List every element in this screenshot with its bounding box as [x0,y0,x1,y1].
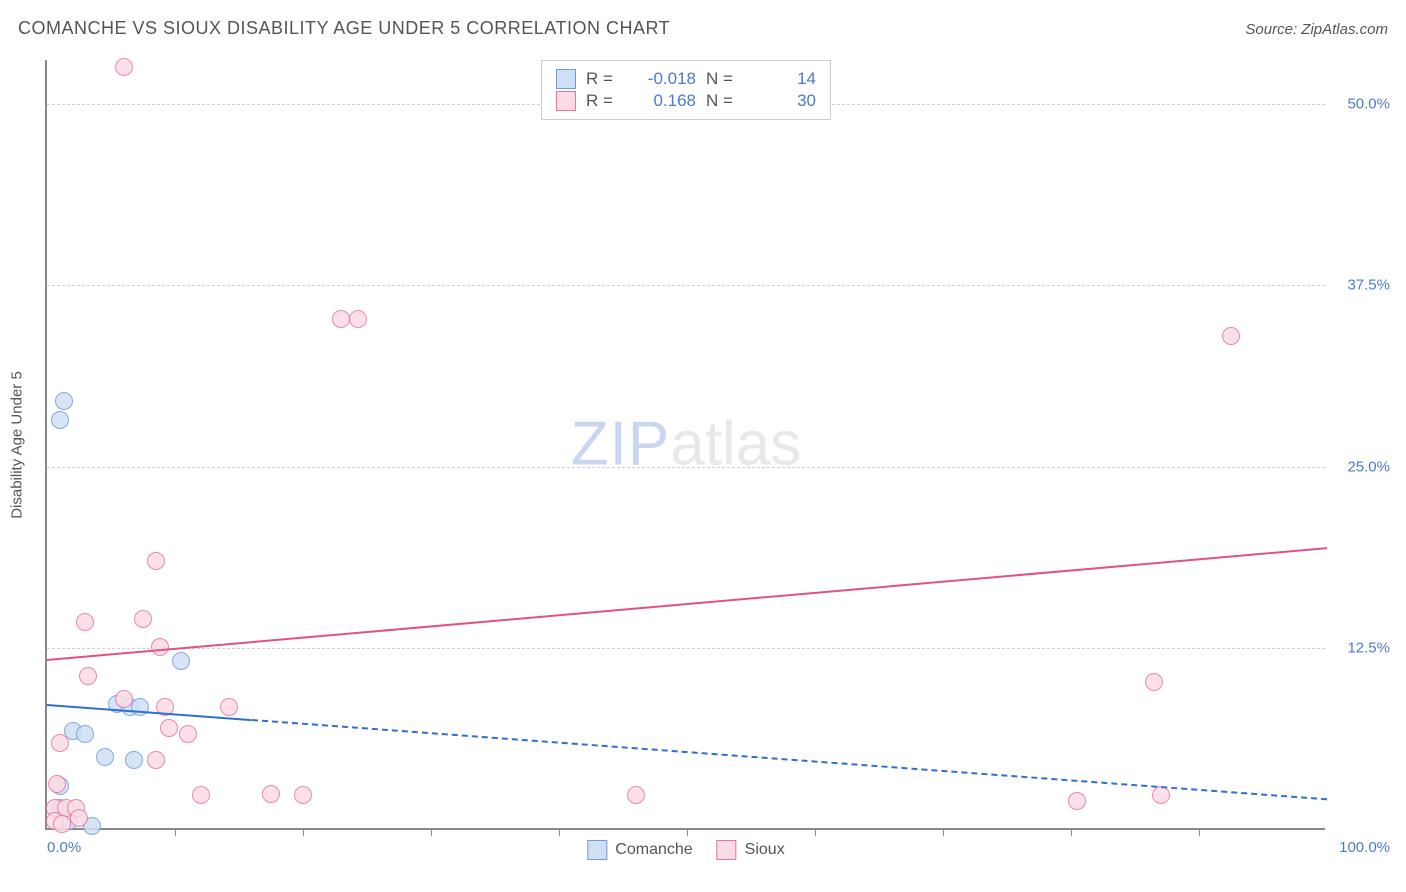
y-tick-label: 50.0% [1347,95,1390,112]
x-tick-mark [1071,828,1072,836]
data-point [147,552,165,570]
series-legend: Comanche Sioux [587,840,784,860]
x-tick-mark [687,828,688,836]
chart-header: COMANCHE VS SIOUX DISABILITY AGE UNDER 5… [18,18,1388,39]
r-label: R = [586,69,626,89]
legend-item-sioux: Sioux [717,840,785,860]
source-name: ZipAtlas.com [1301,21,1388,38]
r-label: R = [586,91,626,111]
n-value-sioux: 30 [756,91,816,111]
source-attribution: Source: ZipAtlas.com [1245,21,1388,38]
legend-row-sioux: R = 0.168 N = 30 [556,91,816,111]
data-point [76,613,94,631]
watermark: ZIPatlas [571,409,801,480]
data-point [332,310,350,328]
x-tick-mark [1199,828,1200,836]
data-point [172,652,190,670]
scatter-plot: ZIPatlas R = -0.018 N = 14 R = 0.168 N =… [45,60,1325,830]
data-point [147,751,165,769]
data-point [1068,792,1086,810]
x-tick-label-right: 100.0% [1339,839,1390,856]
data-point [179,725,197,743]
data-point [134,610,152,628]
watermark-atlas: atlas [670,410,801,479]
correlation-legend: R = -0.018 N = 14 R = 0.168 N = 30 [541,60,831,120]
legend-row-comanche: R = -0.018 N = 14 [556,69,816,89]
gridline [47,285,1325,286]
data-point [70,809,88,827]
data-point [294,786,312,804]
data-point [51,734,69,752]
n-label: N = [706,91,746,111]
y-tick-label: 37.5% [1347,277,1390,294]
data-point [220,698,238,716]
data-point [96,748,114,766]
data-point [262,785,280,803]
gridline [47,467,1325,468]
gridline [47,648,1325,649]
trend-line [47,547,1327,661]
x-tick-mark [431,828,432,836]
legend-item-comanche: Comanche [587,840,692,860]
r-value-sioux: 0.168 [636,91,696,111]
legend-swatch-sioux [717,840,737,860]
x-tick-mark [303,828,304,836]
data-point [1145,673,1163,691]
legend-swatch-sioux [556,91,576,111]
data-point [125,751,143,769]
y-axis-label: Disability Age Under 5 [9,371,26,519]
series-name-sioux: Sioux [745,841,785,859]
legend-swatch-comanche [587,840,607,860]
n-value-comanche: 14 [756,69,816,89]
x-tick-mark [815,828,816,836]
y-tick-label: 25.0% [1347,458,1390,475]
data-point [55,392,73,410]
y-tick-label: 12.5% [1347,640,1390,657]
x-tick-label-left: 0.0% [47,839,81,856]
x-tick-mark [175,828,176,836]
data-point [627,786,645,804]
data-point [48,775,66,793]
trend-line [252,719,1327,800]
source-prefix: Source: [1245,21,1301,38]
chart-title: COMANCHE VS SIOUX DISABILITY AGE UNDER 5… [18,18,670,39]
data-point [160,719,178,737]
data-point [53,815,71,833]
data-point [1222,327,1240,345]
data-point [115,58,133,76]
data-point [349,310,367,328]
r-value-comanche: -0.018 [636,69,696,89]
data-point [192,786,210,804]
data-point [51,411,69,429]
data-point [79,667,97,685]
watermark-zip: ZIP [571,410,670,479]
data-point [1152,786,1170,804]
x-tick-mark [559,828,560,836]
data-point [76,725,94,743]
data-point [115,690,133,708]
n-label: N = [706,69,746,89]
data-point [151,638,169,656]
x-tick-mark [943,828,944,836]
legend-swatch-comanche [556,69,576,89]
series-name-comanche: Comanche [615,841,692,859]
chart-area: Disability Age Under 5 ZIPatlas R = -0.0… [45,60,1325,830]
